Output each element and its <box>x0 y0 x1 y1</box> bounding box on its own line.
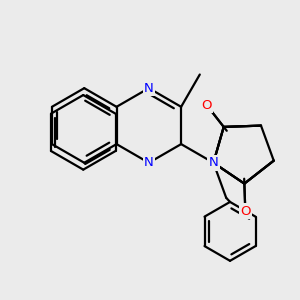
Text: N: N <box>208 156 218 169</box>
Text: O: O <box>240 205 250 218</box>
Text: O: O <box>202 99 212 112</box>
Text: N: N <box>208 156 218 169</box>
Text: N: N <box>144 156 154 169</box>
Text: N: N <box>144 82 154 95</box>
